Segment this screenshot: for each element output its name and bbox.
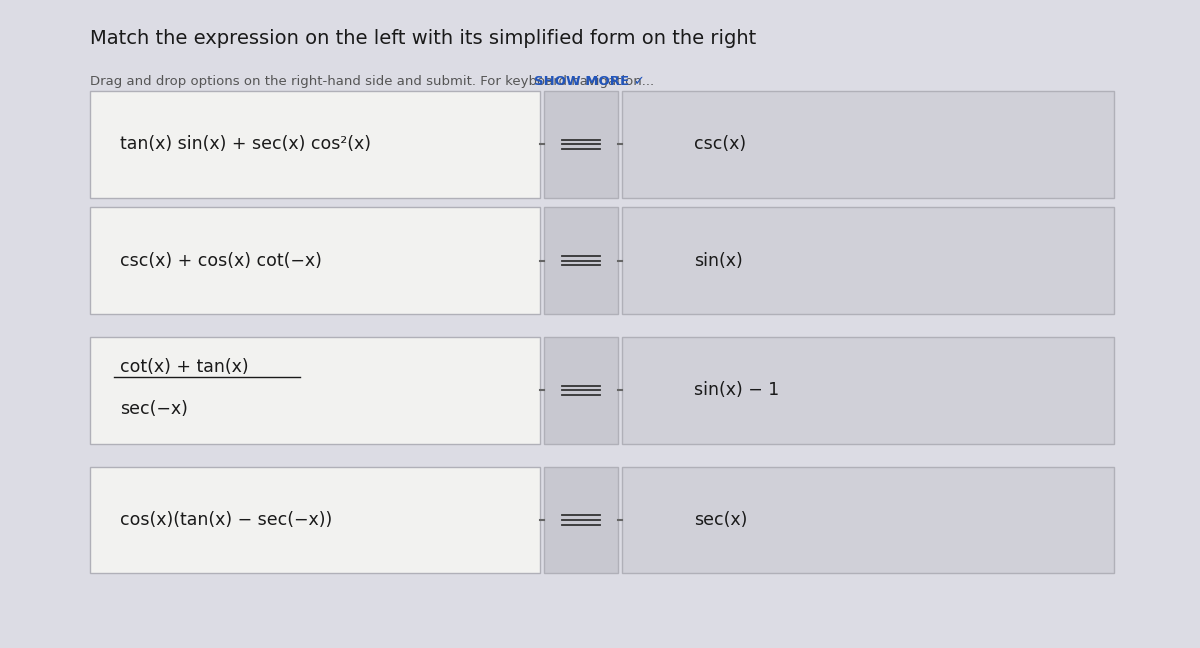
Text: sec(−x): sec(−x) — [120, 400, 188, 418]
Bar — [622, 207, 1114, 314]
Text: Match the expression on the left with its simplified form on the right: Match the expression on the left with it… — [90, 29, 756, 48]
Text: csc(x): csc(x) — [694, 135, 745, 153]
Bar — [544, 91, 618, 198]
Bar — [90, 207, 540, 314]
Bar — [622, 91, 1114, 198]
Text: SHOW MORE ✓: SHOW MORE ✓ — [534, 75, 644, 87]
Bar — [90, 467, 540, 573]
Text: Drag and drop options on the right-hand side and submit. For keyboard navigation: Drag and drop options on the right-hand … — [90, 75, 662, 87]
Text: sin(x) − 1: sin(x) − 1 — [694, 382, 779, 399]
Bar — [544, 467, 618, 573]
Bar — [622, 467, 1114, 573]
Text: csc(x) + cos(x) cot(−x): csc(x) + cos(x) cot(−x) — [120, 252, 322, 270]
Bar — [622, 337, 1114, 444]
Text: cos(x)(tan(x) − sec(−x)): cos(x)(tan(x) − sec(−x)) — [120, 511, 332, 529]
Text: sin(x): sin(x) — [694, 252, 743, 270]
Text: tan(x) sin(x) + sec(x) cos²(x): tan(x) sin(x) + sec(x) cos²(x) — [120, 135, 371, 153]
Bar — [90, 337, 540, 444]
Bar — [90, 91, 540, 198]
Bar — [544, 207, 618, 314]
Bar — [544, 337, 618, 444]
Text: sec(x): sec(x) — [694, 511, 746, 529]
Text: cot(x) + tan(x): cot(x) + tan(x) — [120, 358, 248, 376]
